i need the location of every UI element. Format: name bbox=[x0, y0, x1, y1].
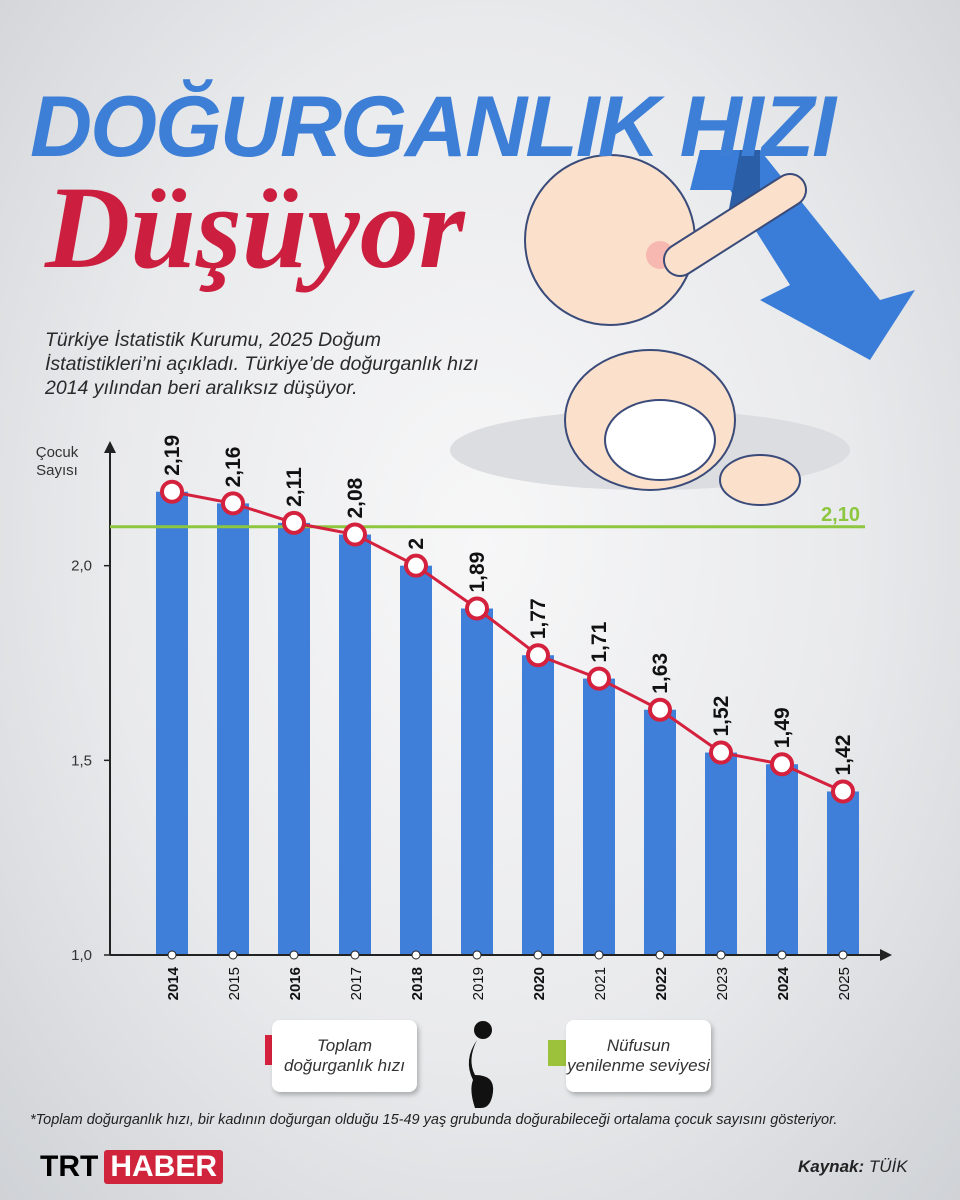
point bbox=[404, 553, 428, 578]
point bbox=[160, 479, 184, 504]
value-label: 2,19 bbox=[161, 435, 184, 476]
point bbox=[343, 522, 367, 547]
source: Kaynak: TÜİK bbox=[798, 1157, 908, 1177]
x-tick-label: 2023 bbox=[714, 967, 731, 1000]
y-axis-arrow bbox=[104, 441, 116, 453]
point bbox=[221, 491, 245, 516]
value-label: 1,89 bbox=[466, 552, 489, 593]
bar bbox=[583, 678, 615, 955]
x-tick-dot bbox=[472, 950, 482, 960]
reference-label: 2,10 bbox=[821, 504, 860, 526]
x-tick-dot bbox=[777, 950, 787, 960]
value-label: 1,71 bbox=[588, 621, 611, 662]
x-tick-dot bbox=[838, 950, 848, 960]
bar bbox=[766, 764, 798, 955]
x-tick-dot bbox=[167, 950, 177, 960]
bar bbox=[461, 608, 493, 955]
x-tick-label: 2014 bbox=[165, 966, 182, 1000]
x-tick-label: 2016 bbox=[287, 967, 304, 1000]
source-label: Kaynak: bbox=[798, 1157, 865, 1176]
bar bbox=[705, 752, 737, 955]
x-tick-dot bbox=[716, 950, 726, 960]
value-label: 1,77 bbox=[527, 598, 550, 639]
x-tick-dot bbox=[411, 950, 421, 960]
footnote: *Toplam doğurganlık hızı, bir kadının do… bbox=[30, 1112, 838, 1128]
point bbox=[282, 510, 306, 535]
x-tick-label: 2025 bbox=[836, 967, 853, 1000]
value-label: 1,49 bbox=[771, 707, 794, 748]
brand-left: TRT bbox=[40, 1150, 99, 1183]
x-tick-label: 2020 bbox=[531, 967, 548, 1000]
x-tick-dot bbox=[228, 950, 238, 960]
y-axis-label: Çocuk Sayısı bbox=[35, 444, 79, 479]
baby-diaper bbox=[604, 399, 716, 481]
legend-entry: Toplam doğurganlık hızı bbox=[272, 1020, 417, 1092]
point bbox=[526, 643, 550, 668]
x-tick-label: 2019 bbox=[470, 967, 487, 1000]
value-label: 2,11 bbox=[283, 467, 306, 507]
baby-arm bbox=[665, 175, 805, 275]
y-tick-label: 2,0 bbox=[71, 558, 92, 575]
bar bbox=[217, 503, 249, 955]
x-tick-label: 2022 bbox=[653, 967, 670, 1000]
bar bbox=[156, 491, 188, 955]
x-tick-label: 2015 bbox=[226, 967, 243, 1000]
value-label: 1,52 bbox=[710, 696, 733, 737]
point bbox=[831, 779, 855, 804]
point bbox=[648, 697, 672, 722]
value-label: 1,63 bbox=[649, 653, 672, 694]
x-tick-dot bbox=[289, 950, 299, 960]
bar bbox=[644, 709, 676, 955]
bar bbox=[278, 522, 310, 955]
pregnant-icon bbox=[468, 1021, 494, 1108]
value-label: 2,16 bbox=[222, 447, 245, 488]
x-tick-label: 2024 bbox=[775, 966, 792, 1000]
subtitle: Düşüyor bbox=[45, 162, 465, 293]
x-tick-dot bbox=[533, 950, 543, 960]
description: Türkiye İstatistik Kurumu, 2025 Doğum İs… bbox=[45, 329, 479, 399]
x-axis-arrow bbox=[880, 949, 892, 961]
point bbox=[465, 596, 489, 621]
x-tick-label: 2017 bbox=[348, 967, 365, 1000]
value-label: 1,42 bbox=[832, 735, 855, 776]
x-tick-dot bbox=[594, 950, 604, 960]
point bbox=[770, 752, 794, 777]
bar bbox=[522, 655, 554, 955]
point bbox=[709, 740, 733, 765]
line bbox=[171, 490, 844, 793]
x-tick-dot bbox=[655, 950, 665, 960]
value-label: 2,08 bbox=[344, 477, 367, 518]
y-tick-label: 1,0 bbox=[71, 947, 92, 964]
y-tick-label: 1,5 bbox=[71, 752, 92, 769]
x-tick-label: 2018 bbox=[409, 967, 426, 1000]
title: DOĞURGANLIK HIZI bbox=[30, 79, 836, 175]
value-label: 2 bbox=[405, 538, 428, 550]
brand-right: HABER bbox=[104, 1150, 223, 1184]
brand: TRT HABER bbox=[40, 1150, 223, 1184]
point bbox=[587, 666, 611, 691]
bar bbox=[827, 791, 859, 955]
source-value: TÜİK bbox=[868, 1157, 908, 1176]
baby-foot bbox=[719, 454, 801, 506]
x-tick-label: 2021 bbox=[592, 967, 609, 1000]
x-tick-dot bbox=[350, 950, 360, 960]
chart: 1,0 1,5 2,0 2,10 2,19 2014 2,16 2015 2,11 2016 2,0… bbox=[71, 435, 892, 1000]
bar bbox=[339, 534, 371, 955]
legend-entry: Nüfusun yenilenme seviyesi bbox=[566, 1020, 711, 1092]
bar bbox=[400, 565, 432, 955]
